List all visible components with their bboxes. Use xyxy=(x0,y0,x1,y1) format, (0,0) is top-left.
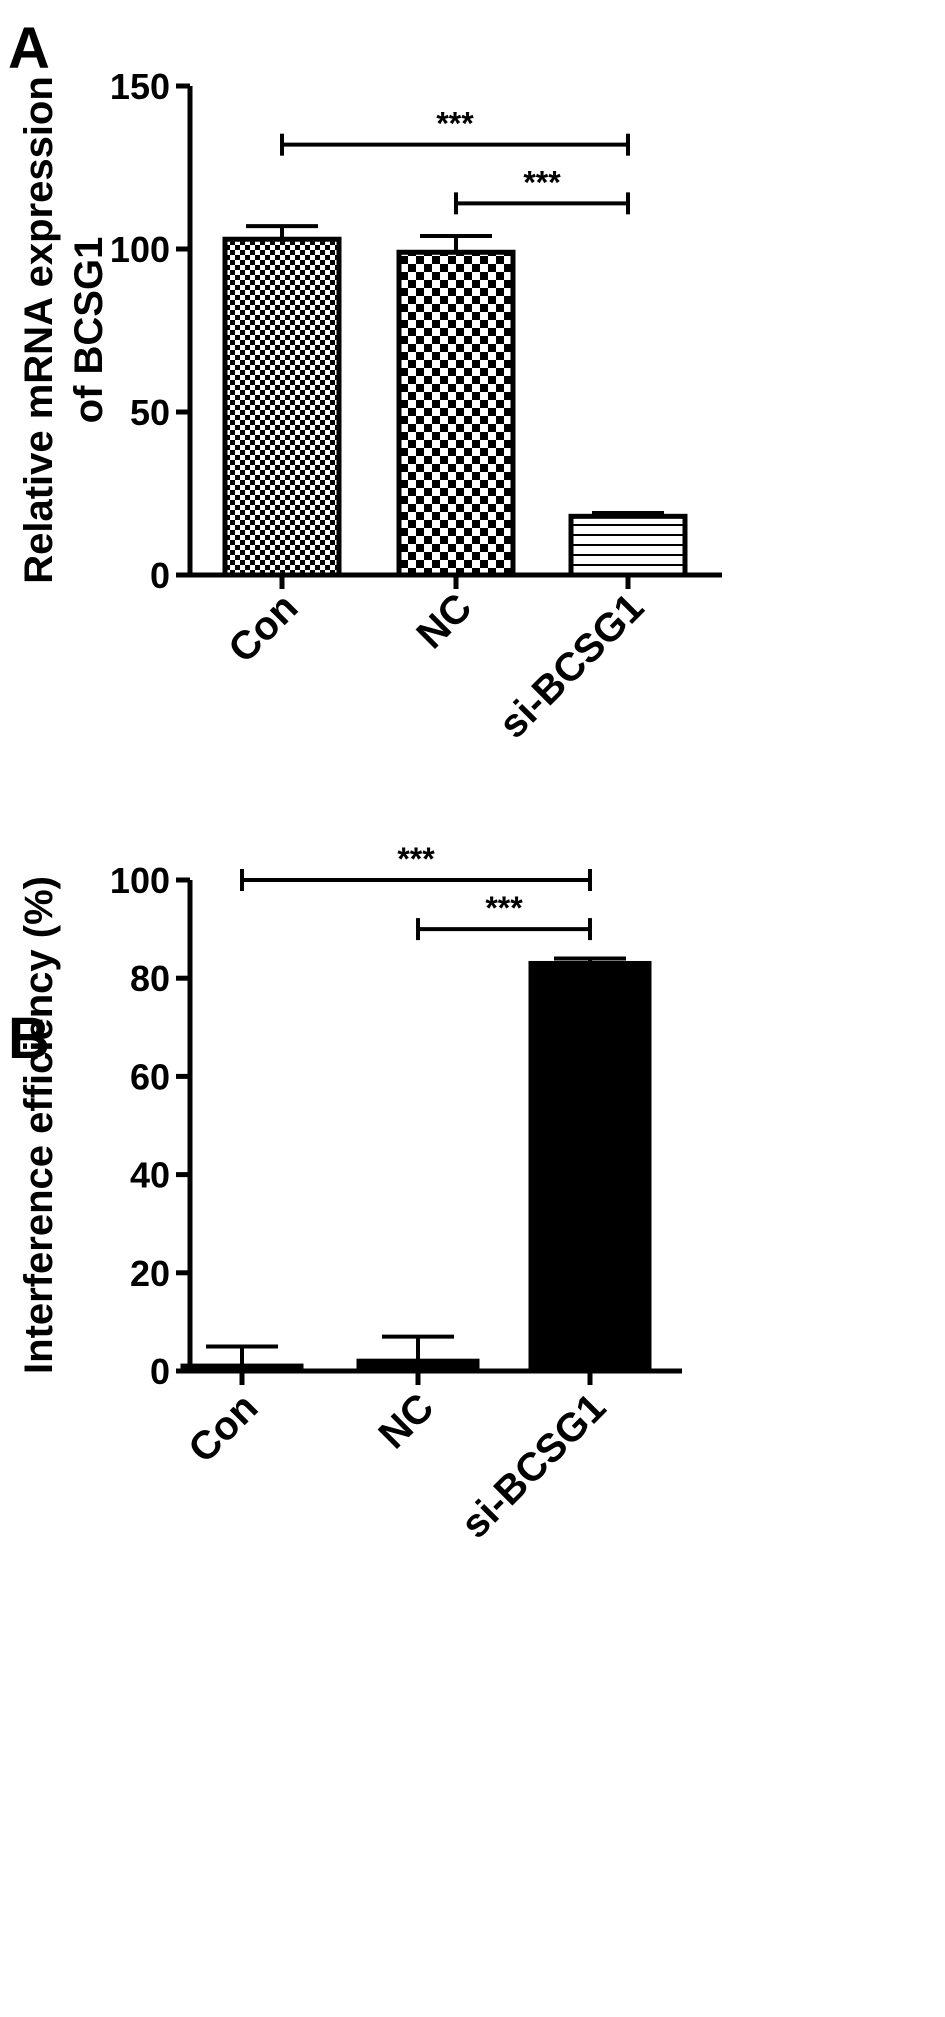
panel-letter-a: A xyxy=(8,16,50,81)
panel-a-chart: 0 50 100 150 Relative mRNA expression of BCSG… xyxy=(17,66,722,747)
significance-label: *** xyxy=(523,164,561,200)
x-category-label: si-BCSG1 xyxy=(491,585,653,747)
significance-label: *** xyxy=(485,890,523,926)
significance-label: *** xyxy=(397,841,435,877)
y-tick-label: 150 xyxy=(110,66,170,107)
x-category-label: NC xyxy=(370,1385,442,1457)
y-tick-label: 60 xyxy=(130,1056,170,1097)
panel-b-chart: 0 20 40 60 80 100 Interference efficiency (%) C… xyxy=(17,841,682,1547)
y-tick-label: 100 xyxy=(110,229,170,270)
x-category-label: NC xyxy=(408,585,480,657)
y-axis-label: of BCSG1 xyxy=(67,237,111,424)
y-tick-label: 100 xyxy=(110,860,170,901)
bar xyxy=(396,249,516,578)
bar xyxy=(222,236,342,578)
y-tick-label: 40 xyxy=(130,1155,170,1196)
y-axis-label: Relative mRNA expression xyxy=(17,76,61,584)
y-tick-label: 0 xyxy=(150,1351,170,1392)
y-tick-label: 0 xyxy=(150,555,170,596)
bar xyxy=(356,1358,480,1374)
significance-label: *** xyxy=(436,106,474,142)
y-tick-label: 50 xyxy=(130,392,170,433)
x-category-label: Con xyxy=(180,1385,266,1471)
y-axis-label: Interference efficiency (%) xyxy=(17,876,61,1374)
y-tick-label: 80 xyxy=(130,958,170,999)
y-tick-label: 20 xyxy=(130,1253,170,1294)
x-category-label: Con xyxy=(220,585,306,671)
x-category-label: si-BCSG1 xyxy=(453,1385,615,1547)
bar xyxy=(180,1363,304,1374)
bar xyxy=(528,960,652,1374)
bar xyxy=(568,513,688,578)
panel-letter-b: B xyxy=(8,1006,50,1071)
